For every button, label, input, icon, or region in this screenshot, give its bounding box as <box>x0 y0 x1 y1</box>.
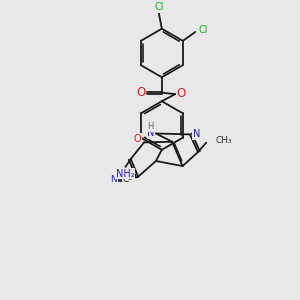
Text: NH₂: NH₂ <box>116 169 135 179</box>
Text: O: O <box>134 134 141 144</box>
Text: CH₃: CH₃ <box>216 136 232 145</box>
Text: Cl: Cl <box>199 25 208 34</box>
Text: H: H <box>147 122 154 131</box>
Text: N: N <box>193 129 200 140</box>
Text: C: C <box>123 175 129 184</box>
Text: Cl: Cl <box>154 2 164 12</box>
Text: O: O <box>176 87 186 100</box>
Text: O: O <box>136 86 145 99</box>
Text: N: N <box>110 175 117 184</box>
Text: N: N <box>147 128 154 139</box>
